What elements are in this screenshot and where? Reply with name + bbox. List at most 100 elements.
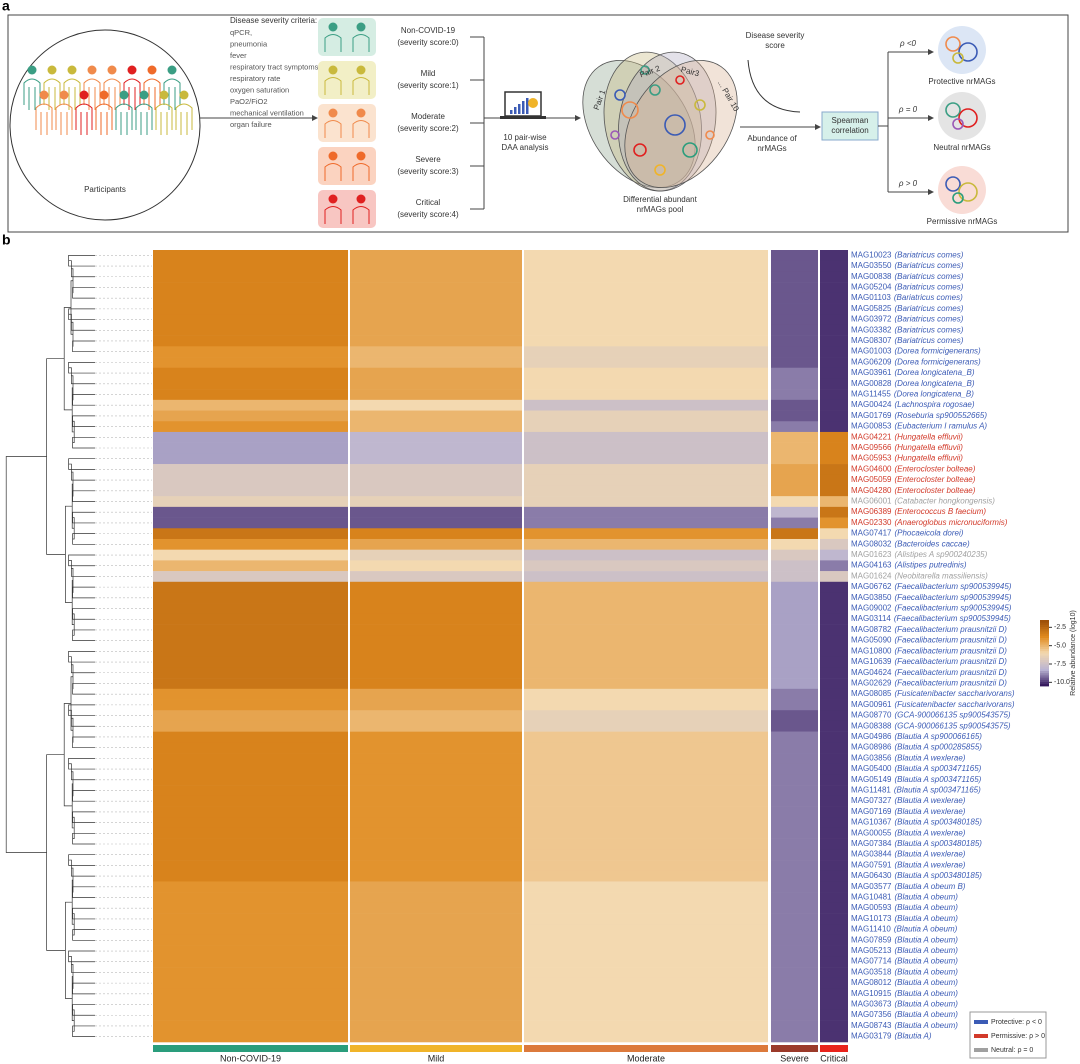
heatmap-cell	[820, 806, 848, 818]
heatmap-cell	[153, 956, 348, 968]
heatmap-cell	[524, 635, 768, 647]
colorbar-step	[1040, 648, 1049, 652]
group-head	[356, 65, 366, 75]
heatmap-cell	[153, 528, 348, 540]
heatmap-cell	[153, 1009, 348, 1021]
heatmap-cell	[350, 774, 522, 786]
row-taxon: (Enterocloster bolteae)	[894, 475, 975, 484]
heatmap-cell	[524, 753, 768, 765]
dendrogram-link	[72, 287, 95, 299]
colorbar-step	[1040, 655, 1049, 658]
row-taxon: (Blautia A sp003480185)	[894, 818, 982, 827]
row-taxon: (Blautia A obeum)	[894, 935, 958, 944]
heatmap-cell	[524, 549, 768, 561]
venn-mag	[614, 89, 626, 101]
participants-circle	[9, 29, 201, 221]
heatmap-cell	[524, 335, 768, 347]
row-id: MAG01769	[851, 411, 892, 420]
row-taxon: (Alistipes putredinis)	[894, 561, 966, 570]
person-body	[83, 78, 101, 110]
row-label: MAG08032 (Bacteroides caccae)	[851, 539, 970, 548]
row-id: MAG04280	[851, 486, 892, 495]
heatmap-cell	[524, 827, 768, 839]
colorbar-step	[1040, 672, 1049, 676]
heatmap-cell	[820, 977, 848, 989]
outcome-mag	[958, 42, 978, 62]
group-bar	[524, 1045, 768, 1052]
row-label: MAG01003 (Dorea formicigenerans)	[851, 347, 981, 356]
group-label: Non-COVID-19	[220, 1053, 281, 1063]
heatmap-cell	[153, 785, 348, 797]
colorbar-step	[1040, 622, 1049, 625]
heatmap-cell	[153, 753, 348, 765]
heatmap-cell	[524, 282, 768, 294]
row-label: MAG05825 (Bariatricus comes)	[851, 304, 964, 313]
heatmap-cell	[524, 324, 768, 336]
dendrogram-link	[72, 982, 95, 995]
heatmap-cell	[153, 410, 348, 422]
heatmap-cell	[820, 260, 848, 272]
heatmap-cell	[153, 421, 348, 433]
heatmap-cell	[524, 988, 768, 1000]
row-taxon: (Bariatricus comes)	[894, 315, 963, 324]
heatmap-cell	[153, 774, 348, 786]
heatmap-cell	[350, 635, 522, 647]
venn-mag	[682, 142, 698, 158]
heatmap-cell	[350, 678, 522, 690]
group-head	[328, 151, 338, 161]
colorbar-step	[1040, 679, 1049, 682]
heatmap-cell	[350, 838, 522, 850]
heatmap-cell	[524, 956, 768, 968]
row-label: MAG07591 (Blautia A wexlerae)	[851, 861, 966, 870]
row-taxon: (Enterococcus B faecium)	[894, 507, 986, 516]
legend-label: Protective: ρ < 0	[991, 1019, 1042, 1026]
group-name: Mild	[421, 69, 436, 78]
heatmap-cell	[524, 838, 768, 850]
person-body	[75, 103, 93, 135]
heatmap-cell	[771, 753, 818, 765]
row-label: MAG00961 (Fusicatenibacter saccharivorans…	[851, 700, 1015, 709]
heatmap-cell	[350, 624, 522, 636]
heatmap-cell	[153, 335, 348, 347]
group-bar	[350, 1045, 522, 1052]
row-label: MAG03856 (Blautia A wexlerae)	[851, 753, 966, 762]
row-label: MAG01624 (Neobitarella massiliensis)	[851, 572, 988, 581]
outcome-label: Protective nrMAGs	[928, 77, 995, 86]
heatmap-cell	[350, 849, 522, 861]
heatmap-cell	[820, 613, 848, 625]
row-id: MAG05400	[851, 764, 892, 773]
heatmap-cell	[153, 1031, 348, 1043]
heatmap-cell	[153, 678, 348, 690]
heatmap-cell	[350, 485, 522, 497]
colorbar-tick-label: -2.5	[1054, 624, 1066, 631]
person-body	[55, 103, 73, 135]
heatmap-cell	[153, 924, 348, 936]
dendrogram-link	[68, 704, 95, 716]
row-label: MAG03577 (Blautia A obeum B)	[851, 882, 966, 891]
group-bar	[771, 1045, 818, 1052]
heatmap-cell	[524, 442, 768, 454]
heatmap-cell	[524, 464, 768, 476]
row-label: MAG03673 (Blautia A obeum)	[851, 1000, 958, 1009]
heatmap-cell	[153, 860, 348, 872]
arrow-head	[312, 115, 318, 121]
venn-mag	[649, 84, 661, 96]
row-id: MAG03972	[851, 315, 892, 324]
dendrogram-link	[72, 490, 95, 502]
colorbar-step	[1040, 661, 1049, 665]
row-taxon: (Blautia A obeum)	[894, 893, 958, 902]
colorbar-step	[1040, 633, 1049, 636]
heatmap-cell	[820, 496, 848, 508]
row-id: MAG03844	[851, 850, 892, 859]
row-label: MAG05090 (Faecalibacterium prausnitzii D)	[851, 636, 1007, 645]
row-label: MAG08986 (Blautia A sp000285855)	[851, 743, 982, 752]
heatmap-cell	[820, 324, 848, 336]
row-id: MAG05090	[851, 636, 892, 645]
heatmap-cell	[820, 271, 848, 283]
dendrogram-link	[72, 683, 95, 695]
row-taxon: (Blautia A wexlerae)	[894, 753, 965, 762]
row-id: MAG06430	[851, 871, 892, 880]
heatmap-cell	[350, 571, 522, 583]
row-label: MAG05953 (Hungatella effluvii)	[851, 454, 963, 463]
group-head	[328, 194, 338, 204]
